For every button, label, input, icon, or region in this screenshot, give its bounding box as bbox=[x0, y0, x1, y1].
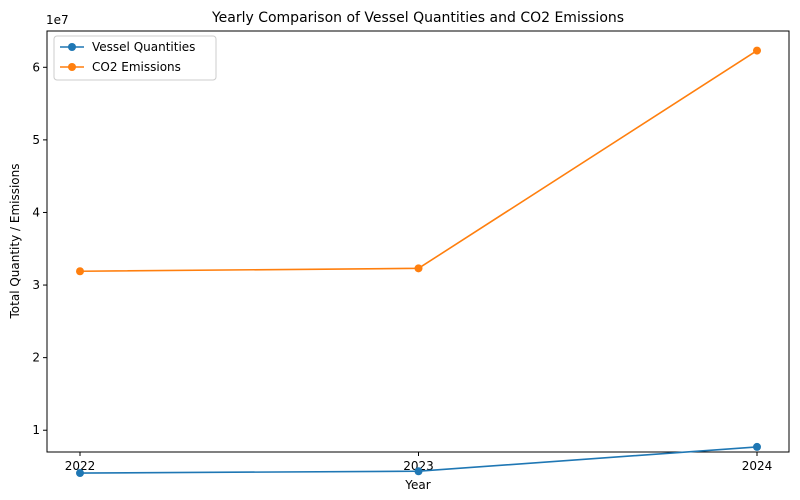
x-tick-label: 2022 bbox=[65, 459, 96, 473]
data-point bbox=[753, 46, 761, 55]
x-axis-label: Year bbox=[404, 478, 430, 492]
x-tick-label: 2023 bbox=[403, 459, 434, 473]
legend-label: Vessel Quantities bbox=[92, 40, 195, 54]
data-point bbox=[753, 442, 761, 451]
y-tick-label: 3 bbox=[32, 278, 40, 292]
plot-area bbox=[46, 30, 790, 453]
y-axis-label: Total Quantity / Emissions bbox=[8, 163, 22, 319]
data-point bbox=[76, 469, 84, 478]
y-axis: 1 2 3 4 5 6 bbox=[32, 60, 47, 437]
series-line bbox=[79, 49, 758, 273]
x-axis: 2022 2023 2024 bbox=[65, 452, 773, 473]
legend-box bbox=[53, 35, 217, 81]
x-tick-label: 2024 bbox=[742, 459, 773, 473]
chart-title: Yearly Comparison of Vessel Quantities a… bbox=[211, 10, 624, 26]
data-point bbox=[76, 267, 84, 276]
y-tick-label: 1 bbox=[32, 423, 40, 437]
series-layer bbox=[76, 46, 761, 478]
y-tick-label: 2 bbox=[32, 351, 40, 365]
legend-marker bbox=[68, 43, 76, 51]
y-offset-label: 1e7 bbox=[46, 13, 69, 27]
legend: Vessel Quantities CO2 Emissions bbox=[53, 35, 217, 81]
y-tick-label: 5 bbox=[32, 133, 40, 147]
legend-marker bbox=[68, 63, 76, 71]
legend-label: CO2 Emissions bbox=[92, 60, 181, 74]
y-tick-label: 4 bbox=[32, 205, 40, 219]
y-tick-label: 6 bbox=[32, 60, 40, 74]
data-point bbox=[414, 264, 423, 273]
data-point bbox=[414, 467, 423, 476]
